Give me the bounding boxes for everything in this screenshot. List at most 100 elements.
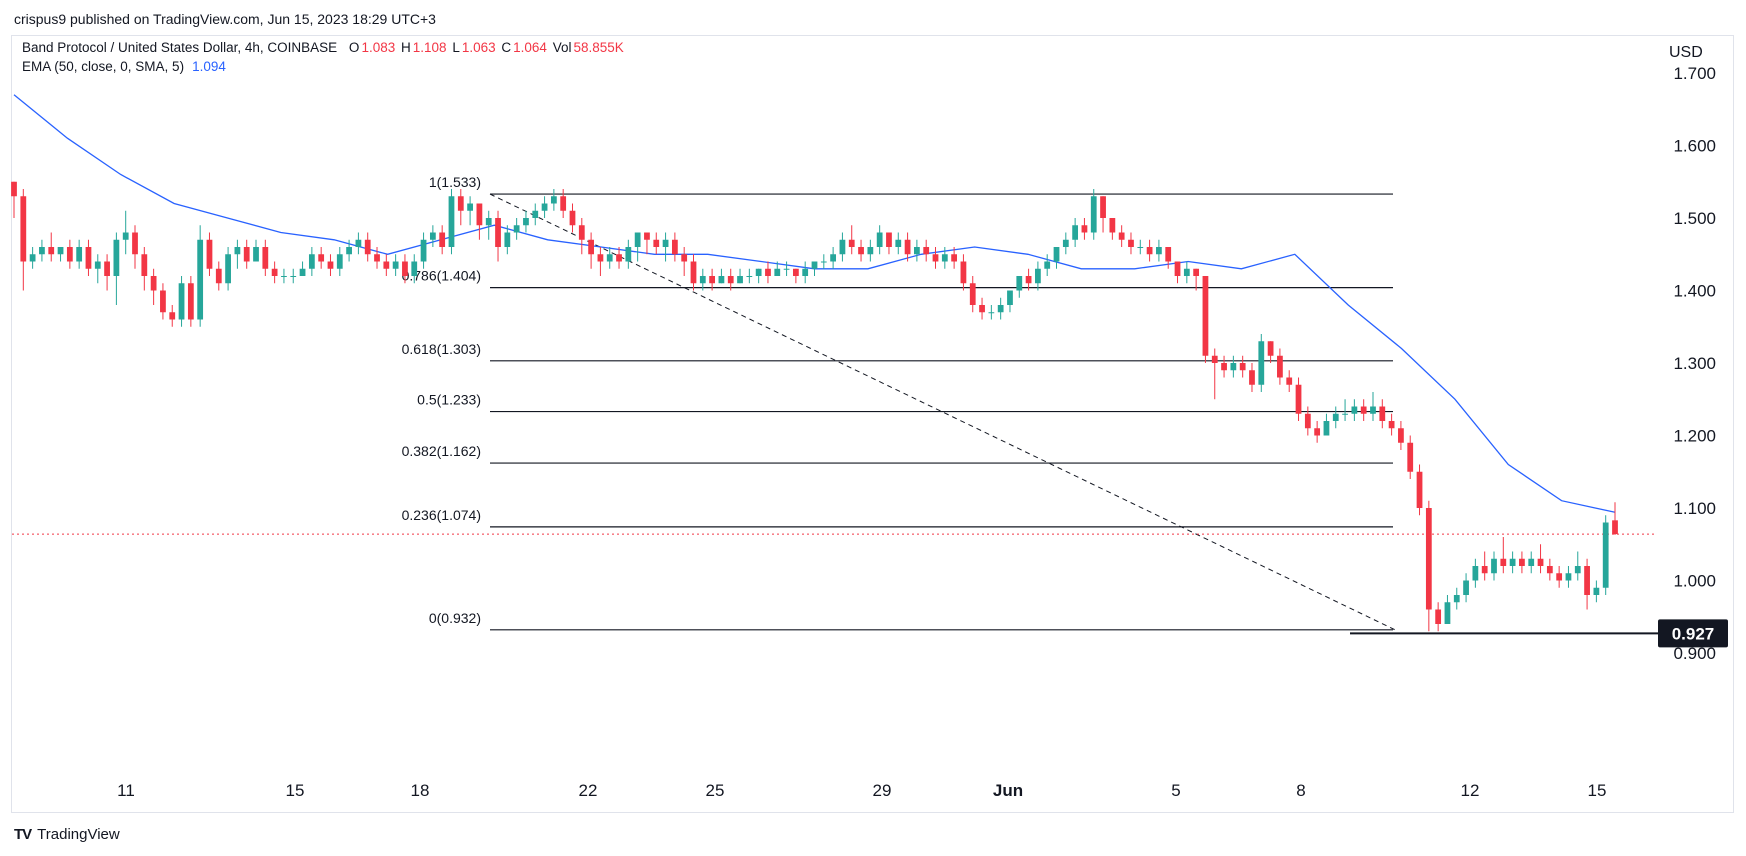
- candle-body: [1546, 566, 1553, 574]
- candle-body: [914, 247, 920, 255]
- candle-body: [523, 218, 529, 226]
- candle-body: [271, 268, 278, 276]
- x-tick-label: 8: [1296, 781, 1305, 800]
- ema-label: EMA (50, close, 0, SMA, 5): [22, 59, 185, 74]
- publisher-line: crispus9 published on TradingView.com, J…: [14, 11, 436, 27]
- candle-body: [1332, 413, 1339, 421]
- candle-body: [1602, 522, 1609, 588]
- candle-body: [1109, 218, 1116, 233]
- candle-body: [448, 196, 455, 247]
- candle-body: [476, 203, 483, 226]
- y-tick-label: 1.700: [1673, 64, 1716, 83]
- candle-body: [1444, 602, 1451, 624]
- candle-body: [560, 196, 567, 211]
- fib-level-label: 1(1.533): [429, 174, 481, 190]
- candle-body: [1286, 377, 1293, 385]
- candle-body: [1174, 261, 1181, 276]
- candle-body: [1304, 413, 1311, 429]
- candle-body: [1016, 276, 1023, 291]
- candle-body: [606, 254, 613, 262]
- tradingview-logo-icon: TV: [14, 826, 32, 843]
- close-value: 1.064: [513, 40, 547, 55]
- x-tick-label: Jun: [993, 781, 1023, 800]
- x-tick-label: 22: [579, 781, 598, 800]
- candle-body: [1249, 370, 1255, 385]
- candle-body: [1342, 413, 1348, 415]
- candle-body: [262, 247, 269, 269]
- candle-body: [858, 247, 864, 255]
- candle-body: [578, 225, 585, 240]
- candle-body: [1062, 239, 1069, 247]
- x-tick-label: 25: [706, 781, 725, 800]
- ema-legend: EMA (50, close, 0, SMA, 5) 1.094: [22, 59, 228, 74]
- fib-level-label: 0.786(1.404): [402, 268, 481, 284]
- symbol-label: Band Protocol / United States Dollar, 4h…: [22, 40, 338, 55]
- candle-body: [66, 247, 73, 262]
- candle-body: [1351, 406, 1358, 414]
- candle-body: [160, 290, 166, 313]
- high-label: H: [401, 40, 411, 55]
- candle-body: [1500, 558, 1507, 566]
- chart-frame: [11, 35, 1734, 813]
- candle-body: [485, 218, 492, 226]
- candle-body: [625, 247, 632, 262]
- candle-body: [932, 254, 939, 262]
- candle-body: [1267, 341, 1274, 356]
- candle-body: [1528, 558, 1535, 566]
- candle-body: [1509, 558, 1516, 566]
- candle-body: [1258, 341, 1265, 385]
- candle-body: [755, 268, 762, 276]
- candle-body: [467, 203, 473, 211]
- candle-body: [132, 232, 138, 255]
- candle-body: [941, 254, 948, 262]
- price-badge-label: 0.927: [1672, 624, 1715, 643]
- candle-body: [839, 239, 846, 255]
- candle-body: [308, 254, 315, 269]
- candle-body: [29, 254, 36, 262]
- x-tick-label: 12: [1461, 781, 1480, 800]
- candle-body: [951, 254, 958, 262]
- candle-body: [318, 254, 325, 262]
- candle-body: [895, 239, 902, 247]
- candle-body: [718, 276, 725, 284]
- x-tick-label: 15: [1588, 781, 1607, 800]
- candle-body: [76, 247, 83, 262]
- candle-body: [997, 305, 1004, 313]
- candle-body: [699, 276, 706, 284]
- y-tick-label: 1.100: [1673, 499, 1716, 518]
- candle-body: [1565, 573, 1572, 581]
- candle-body: [364, 239, 371, 255]
- candle-body: [1612, 520, 1618, 535]
- candle-body: [1081, 225, 1088, 233]
- candle-body: [1556, 573, 1563, 581]
- ema-line: [13, 94, 1616, 513]
- candle-body: [1053, 247, 1060, 262]
- candle-body: [1379, 406, 1386, 421]
- candle-body: [355, 239, 362, 247]
- candle-body: [374, 254, 380, 262]
- candle-body: [402, 261, 408, 276]
- candle-body: [550, 196, 557, 204]
- candle-body: [1230, 363, 1237, 371]
- candle-body: [867, 247, 874, 255]
- candle-body: [1202, 276, 1209, 356]
- candle-body: [923, 247, 930, 255]
- candle-body: [1574, 566, 1581, 574]
- candle-body: [1407, 442, 1414, 472]
- y-tick-label: 1.600: [1673, 137, 1716, 156]
- candle-body: [39, 247, 45, 255]
- candle-body: [774, 268, 781, 276]
- candle-body: [429, 232, 436, 240]
- open-label: O: [348, 40, 360, 55]
- y-tick-label: 1.400: [1673, 282, 1716, 301]
- candle-body: [662, 239, 669, 247]
- candle-body: [1453, 595, 1460, 603]
- currency-label: USD: [1669, 44, 1703, 61]
- x-tick-label: 11: [117, 781, 135, 800]
- candle-body: [1519, 558, 1525, 566]
- candle-body: [113, 239, 120, 276]
- candle-body: [439, 232, 446, 247]
- candle-body: [1388, 421, 1395, 429]
- candle-body: [1472, 566, 1479, 581]
